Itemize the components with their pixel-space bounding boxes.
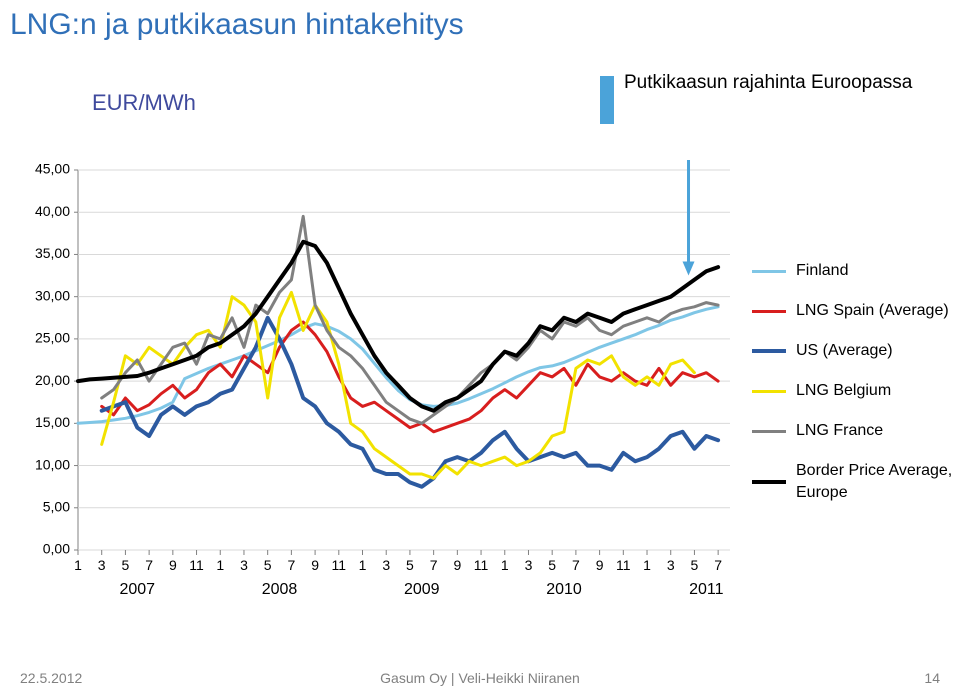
svg-text:9: 9	[169, 557, 177, 573]
legend-swatch	[752, 349, 786, 353]
svg-text:35,00: 35,00	[35, 245, 70, 261]
svg-text:45,00: 45,00	[35, 161, 70, 177]
annotation-arrowhead	[683, 262, 695, 276]
legend-item: US (Average)	[752, 340, 956, 362]
svg-text:1: 1	[216, 557, 224, 573]
legend-label: LNG France	[796, 420, 883, 442]
svg-text:3: 3	[98, 557, 106, 573]
svg-text:9: 9	[596, 557, 604, 573]
svg-text:11: 11	[189, 557, 204, 573]
svg-text:0,00: 0,00	[43, 541, 70, 557]
legend-label: LNG Belgium	[796, 380, 891, 402]
svg-text:5: 5	[264, 557, 272, 573]
footer-source: Gasum Oy | Veli-Heikki Niiranen	[0, 670, 960, 686]
svg-text:3: 3	[382, 557, 390, 573]
svg-text:1: 1	[74, 557, 82, 573]
svg-text:2007: 2007	[119, 581, 155, 598]
svg-text:5,00: 5,00	[43, 498, 70, 514]
slide-title: LNG:n ja putkikaasun hintakehitys	[10, 8, 464, 42]
legend-label: US (Average)	[796, 340, 893, 362]
legend: Finland LNG Spain (Average) US (Average) LN…	[752, 260, 956, 522]
svg-text:7: 7	[572, 557, 580, 573]
line-chart: 0,00 5,00 10,00 15,00 20,00 25,00 30,00 35,00 40…	[10, 160, 750, 620]
svg-text:9: 9	[453, 557, 461, 573]
legend-swatch	[752, 270, 786, 273]
svg-text:25,00: 25,00	[35, 330, 70, 346]
legend-swatch	[752, 310, 786, 313]
svg-text:30,00: 30,00	[35, 287, 70, 303]
y-axis-label: EUR/MWh	[92, 90, 196, 116]
svg-text:5: 5	[122, 557, 130, 573]
svg-text:5: 5	[691, 557, 699, 573]
legend-item: Border Price Average, Europe	[752, 460, 956, 504]
legend-item: LNG Belgium	[752, 380, 956, 402]
legend-swatch	[752, 390, 786, 393]
svg-text:40,00: 40,00	[35, 203, 70, 219]
legend-label: Finland	[796, 260, 848, 282]
svg-text:15,00: 15,00	[35, 414, 70, 430]
svg-text:11: 11	[616, 557, 631, 573]
svg-text:1: 1	[501, 557, 509, 573]
legend-item: Finland	[752, 260, 956, 282]
svg-text:3: 3	[525, 557, 533, 573]
svg-text:9: 9	[311, 557, 319, 573]
legend-label: Border Price Average, Europe	[796, 460, 956, 504]
legend-swatch	[752, 480, 786, 484]
svg-text:7: 7	[714, 557, 722, 573]
svg-text:2008: 2008	[262, 581, 298, 598]
legend-swatch	[752, 430, 786, 433]
svg-text:11: 11	[474, 557, 489, 573]
annotation-text: Putkikaasun rajahinta Euroopassa	[624, 72, 912, 94]
legend-item: LNG Spain (Average)	[752, 300, 956, 322]
svg-text:7: 7	[145, 557, 153, 573]
legend-item: LNG France	[752, 420, 956, 442]
svg-text:3: 3	[667, 557, 675, 573]
svg-text:1: 1	[643, 557, 651, 573]
svg-text:7: 7	[287, 557, 295, 573]
svg-text:3: 3	[240, 557, 248, 573]
legend-label: LNG Spain (Average)	[796, 300, 949, 322]
svg-text:1: 1	[359, 557, 367, 573]
annotation-color-swatch	[600, 76, 614, 124]
svg-text:5: 5	[406, 557, 414, 573]
svg-text:2011: 2011	[689, 581, 724, 598]
svg-text:11: 11	[332, 557, 347, 573]
series-line	[102, 318, 718, 487]
svg-text:20,00: 20,00	[35, 372, 70, 388]
svg-text:2010: 2010	[546, 581, 582, 598]
svg-text:10,00: 10,00	[35, 456, 70, 472]
svg-text:7: 7	[430, 557, 438, 573]
footer-page-number: 14	[924, 670, 940, 686]
svg-text:5: 5	[548, 557, 556, 573]
svg-text:2009: 2009	[404, 581, 440, 598]
